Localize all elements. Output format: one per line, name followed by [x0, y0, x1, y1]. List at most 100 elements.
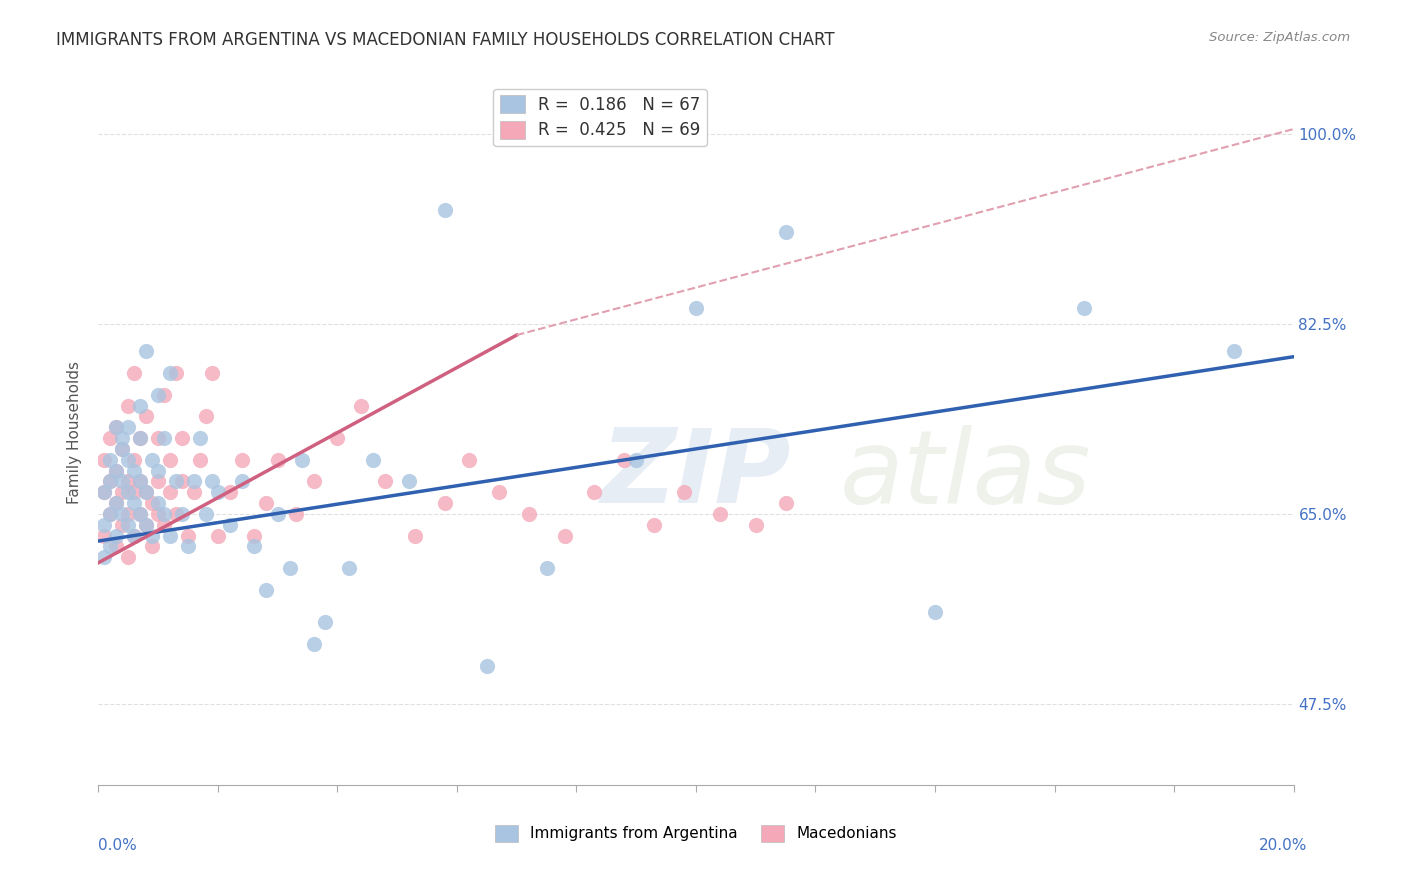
Point: [124, 528, 146, 542]
Point: [105, 540, 128, 554]
Point: [267, 507, 290, 521]
Point: [315, 615, 337, 630]
Point: [111, 485, 134, 500]
Point: [111, 517, 134, 532]
Point: [685, 301, 707, 315]
Point: [98, 475, 122, 489]
Point: [93, 452, 115, 467]
Point: [129, 475, 152, 489]
Point: [254, 582, 277, 597]
Point: [1223, 344, 1246, 359]
Point: [148, 464, 170, 478]
Point: [124, 464, 146, 478]
Point: [111, 475, 134, 489]
Point: [278, 561, 301, 575]
Point: [374, 475, 396, 489]
Point: [302, 637, 325, 651]
Point: [643, 517, 665, 532]
Point: [153, 517, 176, 532]
Point: [243, 528, 266, 542]
Point: [117, 507, 139, 521]
Point: [148, 496, 170, 510]
Point: [613, 452, 636, 467]
Point: [219, 485, 242, 500]
Point: [124, 366, 146, 380]
Point: [93, 485, 115, 500]
Point: [243, 540, 266, 554]
Point: [159, 366, 181, 380]
Point: [177, 540, 200, 554]
Point: [165, 366, 187, 380]
Point: [124, 496, 146, 510]
Point: [159, 452, 181, 467]
Point: [172, 431, 194, 445]
Point: [141, 540, 163, 554]
Point: [458, 452, 481, 467]
Point: [488, 485, 510, 500]
Point: [148, 475, 170, 489]
Point: [141, 528, 163, 542]
Point: [219, 517, 242, 532]
Point: [267, 452, 290, 467]
Point: [129, 507, 152, 521]
Point: [207, 485, 229, 500]
Point: [188, 452, 211, 467]
Point: [183, 475, 205, 489]
Point: [159, 485, 181, 500]
Point: [148, 431, 170, 445]
Point: [117, 452, 139, 467]
Point: [105, 528, 128, 542]
Point: [135, 485, 157, 500]
Point: [117, 399, 139, 413]
Text: atlas: atlas: [839, 425, 1091, 524]
Point: [284, 507, 307, 521]
Text: ZIP: ZIP: [600, 425, 792, 525]
Point: [177, 528, 200, 542]
Point: [709, 507, 731, 521]
Point: [93, 517, 115, 532]
Point: [172, 475, 194, 489]
Point: [254, 496, 277, 510]
Point: [302, 475, 325, 489]
Point: [434, 203, 457, 218]
Point: [117, 485, 139, 500]
Point: [165, 475, 187, 489]
Point: [93, 485, 115, 500]
Text: 20.0%: 20.0%: [1260, 838, 1308, 854]
Point: [775, 225, 797, 239]
Point: [111, 507, 134, 521]
Point: [363, 452, 385, 467]
Point: [153, 387, 176, 401]
Point: [475, 658, 498, 673]
Point: [129, 431, 152, 445]
Point: [554, 528, 576, 542]
Point: [1073, 301, 1095, 315]
Point: [153, 431, 176, 445]
Point: [141, 496, 163, 510]
Point: [117, 550, 139, 565]
Point: [536, 561, 558, 575]
Point: [626, 452, 648, 467]
Point: [105, 464, 128, 478]
Point: [129, 431, 152, 445]
Point: [129, 475, 152, 489]
Point: [98, 507, 122, 521]
Point: [135, 517, 157, 532]
Legend: Immigrants from Argentina, Macedonians: Immigrants from Argentina, Macedonians: [489, 819, 903, 847]
Point: [105, 464, 128, 478]
Point: [135, 409, 157, 424]
Point: [105, 420, 128, 434]
Point: [148, 507, 170, 521]
Point: [105, 496, 128, 510]
Point: [105, 496, 128, 510]
Point: [135, 344, 157, 359]
Point: [111, 442, 134, 456]
Point: [93, 550, 115, 565]
Point: [98, 507, 122, 521]
Point: [153, 507, 176, 521]
Text: IMMIGRANTS FROM ARGENTINA VS MACEDONIAN FAMILY HOUSEHOLDS CORRELATION CHART: IMMIGRANTS FROM ARGENTINA VS MACEDONIAN …: [56, 31, 835, 49]
Point: [98, 431, 122, 445]
Point: [172, 507, 194, 521]
Point: [135, 485, 157, 500]
Point: [673, 485, 696, 500]
